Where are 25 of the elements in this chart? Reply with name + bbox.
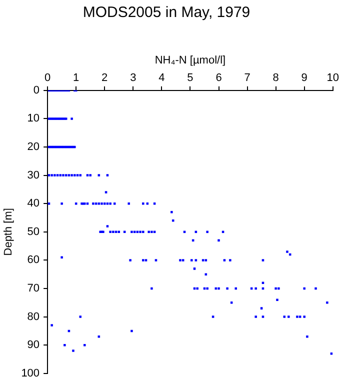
x-axis-title: NH₄-N [µmol/l] xyxy=(154,54,226,67)
y-tick-label: 10 xyxy=(27,112,40,125)
x-tick-label: 5 xyxy=(187,72,194,84)
x-tick-label: 1 xyxy=(73,72,80,84)
x-tick-label: 3 xyxy=(130,72,136,84)
x-tick-label: 6 xyxy=(216,72,222,84)
x-tick-label: 7 xyxy=(244,72,250,84)
y-tick-label: 80 xyxy=(27,310,40,323)
y-tick-label: 40 xyxy=(27,198,40,210)
y-tick-label: 60 xyxy=(27,254,40,266)
y-tick-label: 100 xyxy=(21,367,40,380)
y-tick-label: 0 xyxy=(33,84,40,96)
chart-title: MODS2005 in May, 1979 xyxy=(82,4,250,22)
y-tick-label: 90 xyxy=(27,339,40,352)
y-tick-label: 70 xyxy=(27,282,40,295)
x-tick-label: 4 xyxy=(158,72,165,84)
x-tick-label: 10 xyxy=(326,72,340,84)
x-tick-label: 9 xyxy=(301,72,308,84)
y-tick-label: 30 xyxy=(27,169,40,182)
x-tick-label: 0 xyxy=(44,72,51,84)
y-tick-label: 50 xyxy=(27,226,40,238)
y-axis-title: Depth [m] xyxy=(2,208,15,256)
y-tick-label: 20 xyxy=(27,141,40,154)
x-tick-label: 8 xyxy=(272,72,279,84)
x-tick-label: 2 xyxy=(102,72,108,84)
